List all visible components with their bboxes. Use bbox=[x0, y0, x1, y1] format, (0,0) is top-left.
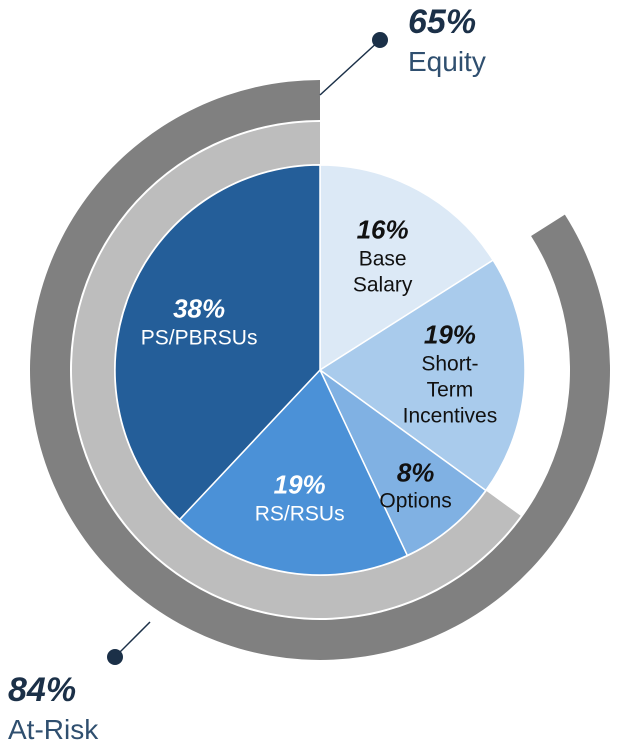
slice-category-label: PS/PBRSUs bbox=[140, 326, 258, 350]
ring-value-label: 65% bbox=[408, 3, 477, 41]
slice-category-label: Base Salary bbox=[352, 247, 413, 297]
pie-slice bbox=[178, 368, 409, 576]
pie-slice bbox=[318, 259, 526, 492]
slice-value-label: 19% bbox=[273, 470, 326, 501]
pie-slice bbox=[319, 164, 495, 372]
pie-slice bbox=[319, 369, 487, 557]
ring-value-label: 84% bbox=[8, 671, 77, 709]
slice-category-label: Short-Term Incentives bbox=[402, 351, 498, 428]
leader-dot bbox=[372, 32, 388, 48]
leader-line bbox=[319, 39, 381, 96]
ring-label: 65% Equity bbox=[408, 0, 486, 81]
slice-label: 19% Short-Term Incentives bbox=[403, 318, 498, 429]
ring-name: Equity bbox=[408, 46, 486, 78]
slice-value-label: 8% bbox=[396, 457, 435, 488]
leader-line bbox=[114, 621, 151, 658]
slice-value-label: 16% bbox=[356, 214, 409, 245]
ring-label: 84% At-Risk bbox=[8, 668, 98, 749]
pie-slice bbox=[114, 164, 321, 521]
ring-name: At-Risk bbox=[8, 714, 99, 746]
slice-category-label: RS/RSUs bbox=[254, 502, 345, 526]
leader-dot bbox=[107, 649, 123, 665]
slice-label: 8% Options bbox=[379, 456, 451, 515]
slice-value-label: 38% bbox=[173, 293, 226, 324]
slice-value-label: 19% bbox=[423, 319, 476, 350]
slice-label: 16% Base Salary bbox=[353, 214, 413, 299]
slice-category-label: Options bbox=[379, 489, 452, 513]
slice-label: 38% PS/PBRSUs bbox=[141, 293, 258, 352]
slice-label: 19% RS/RSUs bbox=[255, 469, 345, 528]
